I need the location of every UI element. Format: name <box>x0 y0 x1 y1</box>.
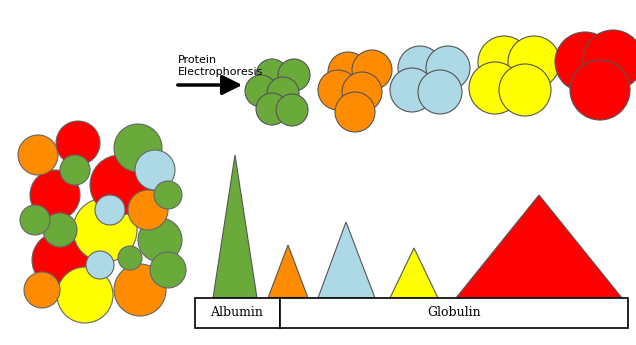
Circle shape <box>86 251 114 279</box>
Polygon shape <box>213 155 257 298</box>
Circle shape <box>90 155 150 215</box>
Circle shape <box>570 60 630 120</box>
Circle shape <box>352 50 392 90</box>
Circle shape <box>318 70 358 110</box>
Polygon shape <box>268 245 308 298</box>
Circle shape <box>335 92 375 132</box>
Circle shape <box>583 30 636 90</box>
Circle shape <box>60 155 90 185</box>
Circle shape <box>73 198 137 262</box>
Circle shape <box>114 124 162 172</box>
Circle shape <box>478 36 530 88</box>
Polygon shape <box>390 248 438 298</box>
Circle shape <box>135 150 175 190</box>
Circle shape <box>256 93 288 125</box>
Circle shape <box>18 135 58 175</box>
Circle shape <box>398 46 442 90</box>
Circle shape <box>56 121 100 165</box>
Bar <box>195 298 280 328</box>
Circle shape <box>114 264 166 316</box>
Circle shape <box>342 72 382 112</box>
Circle shape <box>118 246 142 270</box>
Circle shape <box>95 195 125 225</box>
Circle shape <box>43 213 77 247</box>
Circle shape <box>256 59 288 91</box>
Polygon shape <box>456 195 622 298</box>
Circle shape <box>469 62 521 114</box>
Circle shape <box>30 170 80 220</box>
Circle shape <box>24 272 60 308</box>
Circle shape <box>150 252 186 288</box>
Circle shape <box>20 205 50 235</box>
Circle shape <box>499 64 551 116</box>
Circle shape <box>128 190 168 230</box>
Circle shape <box>508 36 560 88</box>
Circle shape <box>555 32 615 92</box>
Circle shape <box>390 68 434 112</box>
Circle shape <box>418 70 462 114</box>
Circle shape <box>328 52 368 92</box>
Circle shape <box>57 267 113 323</box>
Polygon shape <box>318 222 375 298</box>
Circle shape <box>245 75 277 107</box>
Text: Albumin: Albumin <box>211 306 263 319</box>
Circle shape <box>278 59 310 91</box>
Circle shape <box>426 46 470 90</box>
Text: Protein
Electrophoresis: Protein Electrophoresis <box>178 55 263 77</box>
Text: Globulin: Globulin <box>427 306 481 319</box>
Circle shape <box>276 94 308 126</box>
Circle shape <box>32 232 88 288</box>
Circle shape <box>138 218 182 262</box>
Circle shape <box>267 77 299 109</box>
Bar <box>280 298 628 328</box>
Circle shape <box>154 181 182 209</box>
